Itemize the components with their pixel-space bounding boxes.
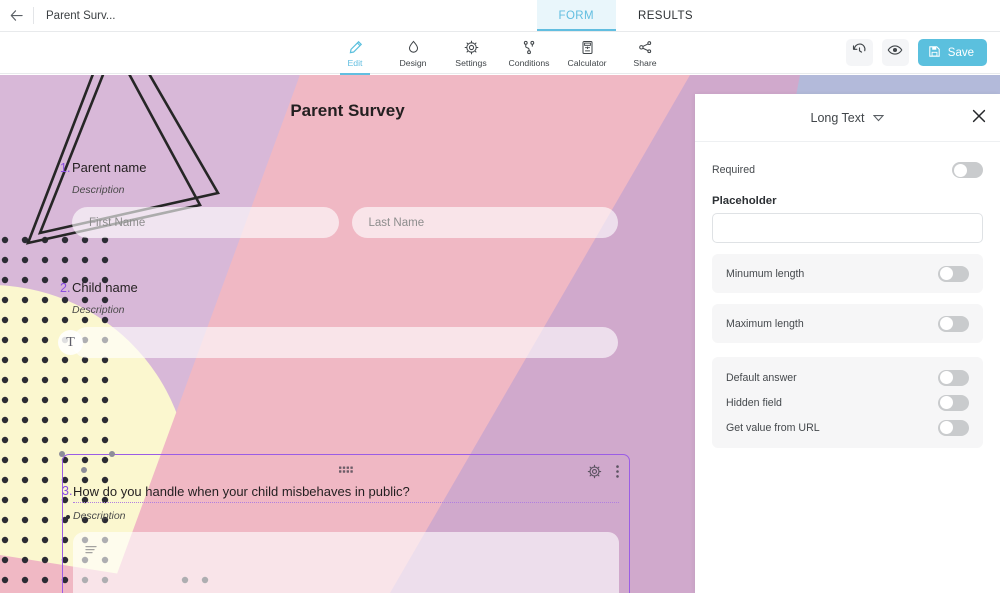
field-type-label: Long Text — [810, 110, 865, 125]
droplet-icon — [406, 39, 421, 56]
minimum-length-row: Minumum length — [726, 261, 969, 286]
question-number: 2. — [60, 281, 71, 295]
toolbar-divider — [33, 7, 34, 24]
required-toggle[interactable] — [952, 162, 983, 178]
default-answer-toggle[interactable] — [938, 369, 969, 386]
question-number: 1. — [60, 161, 71, 175]
view-tabs: FORM RESULTS — [536, 0, 715, 31]
question-1[interactable]: 1. Parent name Description First Name La… — [60, 160, 618, 238]
toolbar-item-calculator[interactable]: Calculator — [559, 38, 615, 68]
long-text-answer-input[interactable] — [73, 532, 619, 593]
placeholder-input[interactable] — [712, 213, 983, 243]
document-title[interactable]: Parent Surv... — [46, 9, 116, 22]
version-history-button[interactable] — [845, 39, 873, 66]
question-settings-gear-icon[interactable] — [587, 464, 602, 479]
page-title: Parent Survey — [290, 101, 405, 120]
question-label[interactable]: 3. How do you handle when your child mis… — [62, 484, 619, 503]
drag-dots-icon[interactable] — [339, 464, 353, 482]
tab-form[interactable]: FORM — [536, 0, 617, 31]
get-value-from-url-label: Get value from URL — [726, 421, 820, 434]
toolbar-actions: Save — [845, 39, 987, 66]
question-label: 2. Child name — [60, 280, 138, 295]
first-name-input[interactable]: First Name — [72, 207, 339, 238]
question-number: 3. — [62, 484, 73, 498]
required-label: Required — [712, 164, 755, 176]
toolbar-item-settings[interactable]: Settings — [443, 38, 499, 68]
minimum-length-toggle[interactable] — [938, 265, 969, 282]
toolbar-item-label: Edit — [347, 57, 363, 68]
selection-handle[interactable] — [59, 451, 65, 457]
max-length-group: Maximum length — [712, 304, 983, 343]
save-button-label: Save — [947, 46, 974, 59]
minimum-length-label: Minumum length — [726, 267, 805, 280]
toolbar-item-label: Conditions — [508, 57, 550, 68]
selection-handle[interactable] — [81, 467, 87, 473]
question-3-selected[interactable]: 3. How do you handle when your child mis… — [59, 451, 630, 593]
question-description: Description — [72, 304, 125, 316]
field-type-selector[interactable]: Long Text — [811, 111, 885, 125]
required-row: Required — [712, 156, 983, 184]
arrow-left-icon — [9, 8, 24, 23]
question-2[interactable]: 2. Child name Description T — [58, 280, 618, 358]
tab-results[interactable]: RESULTS — [638, 9, 693, 22]
editor-toolbar: Edit Design Settings — [0, 32, 1000, 75]
close-panel-button[interactable] — [972, 109, 986, 127]
toolbar-item-label: Share — [633, 57, 657, 68]
maximum-length-label: Maximum length — [726, 317, 804, 330]
toolbar-item-design[interactable]: Design — [385, 38, 441, 68]
form-canvas: Parent Survey 1. Parent name Description… — [0, 75, 1000, 593]
placeholder-label: Placeholder — [712, 195, 777, 207]
gear-icon — [464, 39, 479, 56]
hidden-field-label: Hidden field — [726, 396, 782, 409]
default-answer-row: Default answer — [726, 365, 969, 390]
panel-body: Required Placeholder Minumum length Maxi… — [695, 142, 1000, 448]
child-name-input[interactable]: T — [58, 327, 618, 358]
field-settings-panel: Long Text Required Placeholder — [695, 94, 1000, 593]
selection-handle[interactable] — [109, 451, 115, 457]
preview-button[interactable] — [881, 39, 909, 66]
share-icon — [638, 39, 653, 56]
question-label: 1. Parent name — [60, 160, 147, 175]
chevron-down-icon — [873, 111, 885, 125]
back-button[interactable] — [0, 0, 33, 31]
question-3-body: 3. How do you handle when your child mis… — [62, 484, 619, 593]
question-description[interactable]: Description — [66, 510, 619, 522]
name-fields-row: First Name Last Name — [72, 196, 618, 238]
calculator-icon — [580, 39, 595, 56]
toolbar-item-label: Design — [399, 57, 427, 68]
maximum-length-row: Maximum length — [726, 311, 969, 336]
length-settings-group: Minumum length — [712, 254, 983, 293]
hidden-field-row: Hidden field — [726, 390, 969, 415]
question-3-tools — [587, 464, 620, 479]
question-kebab-menu-icon[interactable] — [615, 464, 620, 479]
maximum-length-toggle[interactable] — [938, 315, 969, 332]
last-name-input[interactable]: Last Name — [351, 207, 618, 238]
eye-icon — [887, 42, 903, 63]
toolbar-item-conditions[interactable]: Conditions — [501, 38, 557, 68]
form-content: Parent Survey 1. Parent name Description… — [0, 75, 700, 593]
floppy-disk-icon — [928, 45, 941, 61]
toolbar-tools: Edit Design Settings — [327, 38, 673, 75]
toolbar-item-label: Calculator — [567, 57, 607, 68]
toolbar-item-share[interactable]: Share — [617, 38, 673, 68]
question-description: Description — [72, 184, 125, 196]
text-type-icon: T — [58, 330, 83, 355]
get-value-from-url-row: Get value from URL — [726, 415, 969, 440]
save-button[interactable]: Save — [917, 39, 987, 66]
pencil-icon — [348, 39, 363, 56]
history-revert-icon — [852, 43, 867, 63]
toolbar-item-edit[interactable]: Edit — [327, 38, 383, 75]
advanced-settings-group: Default answer Hidden field Get value fr… — [712, 357, 983, 448]
hidden-field-toggle[interactable] — [938, 394, 969, 411]
default-answer-label: Default answer — [726, 371, 797, 384]
top-bar: Parent Surv... FORM RESULTS — [0, 0, 1000, 32]
branch-icon — [522, 39, 537, 56]
panel-header: Long Text — [695, 94, 1000, 142]
get-value-from-url-toggle[interactable] — [938, 419, 969, 436]
toolbar-item-label: Settings — [455, 57, 487, 68]
long-text-lines-icon — [85, 543, 98, 561]
